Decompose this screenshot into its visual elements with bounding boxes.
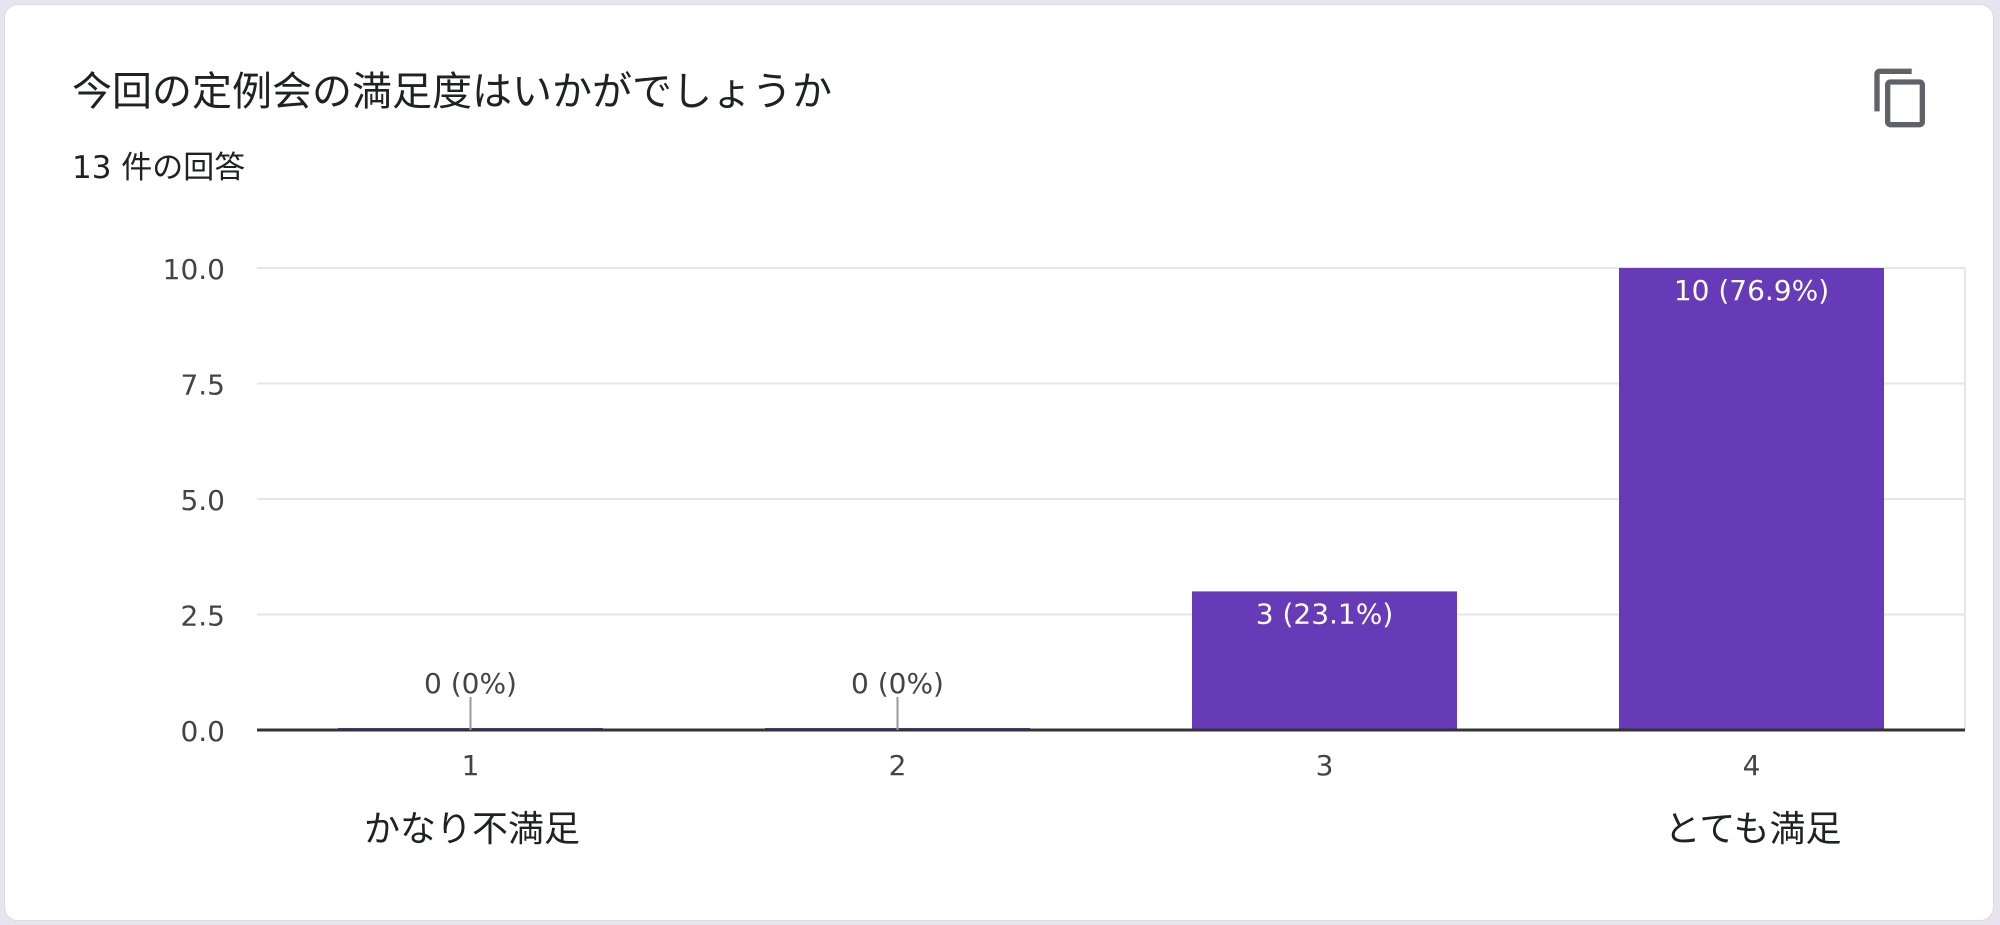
- copy-icon: [1874, 68, 1925, 128]
- bar: [1619, 268, 1884, 730]
- y-tick-label: 7.5: [180, 369, 225, 402]
- x-tick-label: 2: [889, 749, 907, 782]
- response-count: 13 件の回答: [72, 150, 246, 186]
- y-axis-ticks: 0.0 2.5 5.0 7.5 10.0: [163, 253, 225, 748]
- data-label: 10 (76.9%): [1674, 274, 1829, 307]
- data-label: 3 (23.1%): [1256, 597, 1394, 630]
- x-tick-label: 4: [1743, 749, 1761, 782]
- y-tick-label: 10.0: [163, 253, 225, 286]
- question-title: 今回の定例会の満足度はいかがでしょうか: [72, 69, 832, 115]
- x-tick-label: 3: [1316, 749, 1334, 782]
- y-tick-label: 5.0: [180, 484, 225, 517]
- bar: [1192, 591, 1457, 730]
- y-tick-label: 2.5: [180, 600, 225, 633]
- x-axis-ticks: 1 2 3 4: [462, 749, 1761, 782]
- data-label: 0 (0%): [851, 667, 944, 700]
- data-labels: 0 (0%) 0 (0%) 3 (23.1%) 10 (76.9%): [424, 274, 1829, 730]
- copy-chart-button[interactable]: [1869, 63, 1933, 133]
- y-tick-label: 0.0: [180, 715, 225, 748]
- data-label: 0 (0%): [424, 667, 517, 700]
- x-tick-label: 1: [462, 749, 480, 782]
- bars: [338, 268, 1884, 730]
- scale-max-label: とても満足: [1664, 809, 1842, 850]
- scale-min-label: かなり不満足: [363, 809, 581, 850]
